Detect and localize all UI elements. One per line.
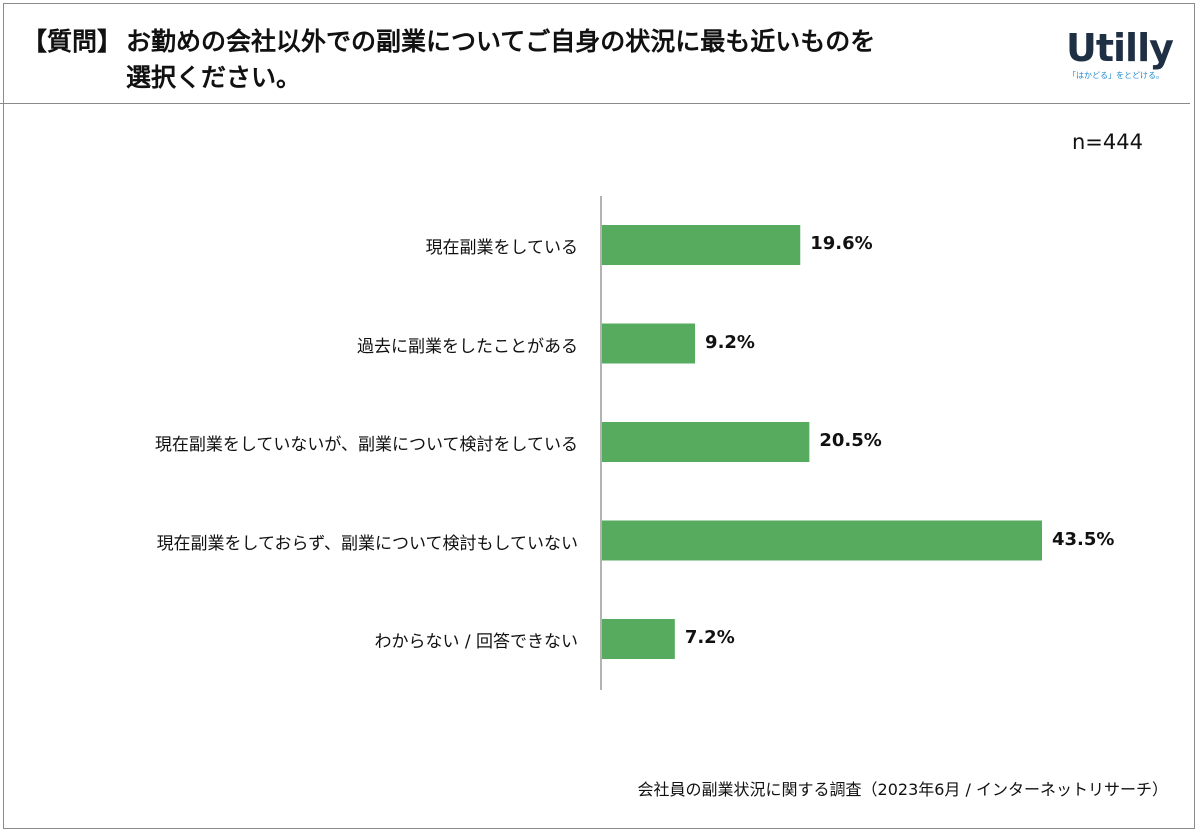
chart-frame — [3, 3, 1195, 829]
question-text-line2: 選択ください。 — [126, 63, 302, 92]
source-note: 会社員の副業状況に関する調査（2023年6月 / インターネットリサーチ） — [637, 780, 1168, 799]
logo-wordmark: Utilly — [1066, 26, 1174, 70]
utilly-logo: Utilly 「はかどる」をとどける。 — [1066, 26, 1176, 86]
value-label-3: 20.5% — [819, 430, 882, 451]
bar-3 — [602, 422, 810, 462]
category-label-4: 現在副業をしておらず、副業について検討もしていない — [156, 533, 578, 554]
bar-1 — [602, 225, 801, 265]
sample-size: n=444 — [1072, 130, 1143, 154]
question-prefix: 【質問】 — [22, 27, 123, 56]
category-label-5: わからない / 回答できない — [374, 632, 578, 652]
value-label-4: 43.5% — [1052, 528, 1115, 550]
category-label-1: 現在副業をしている — [425, 238, 579, 258]
bar-4 — [602, 520, 1042, 561]
category-label-3: 現在副業をしていないが、副業について検討をしている — [154, 435, 578, 455]
value-label-5: 7.2% — [684, 627, 735, 648]
question-text-line1: お勤めの会社以外での副業についてご自身の状況に最も近いものを — [126, 27, 876, 56]
category-label-2: 過去に副業をしたことがある — [357, 336, 578, 357]
bar-2 — [602, 323, 696, 364]
logo-tagline: 「はかどる」をとどける。 — [1068, 71, 1164, 80]
bar-5 — [602, 619, 675, 659]
header: 【質問】 お勤めの会社以外での副業についてご自身の状況に最も近いものを 選択くだ… — [0, 0, 1190, 104]
value-label-1: 19.6% — [810, 233, 873, 254]
value-label-2: 9.2% — [705, 331, 755, 353]
